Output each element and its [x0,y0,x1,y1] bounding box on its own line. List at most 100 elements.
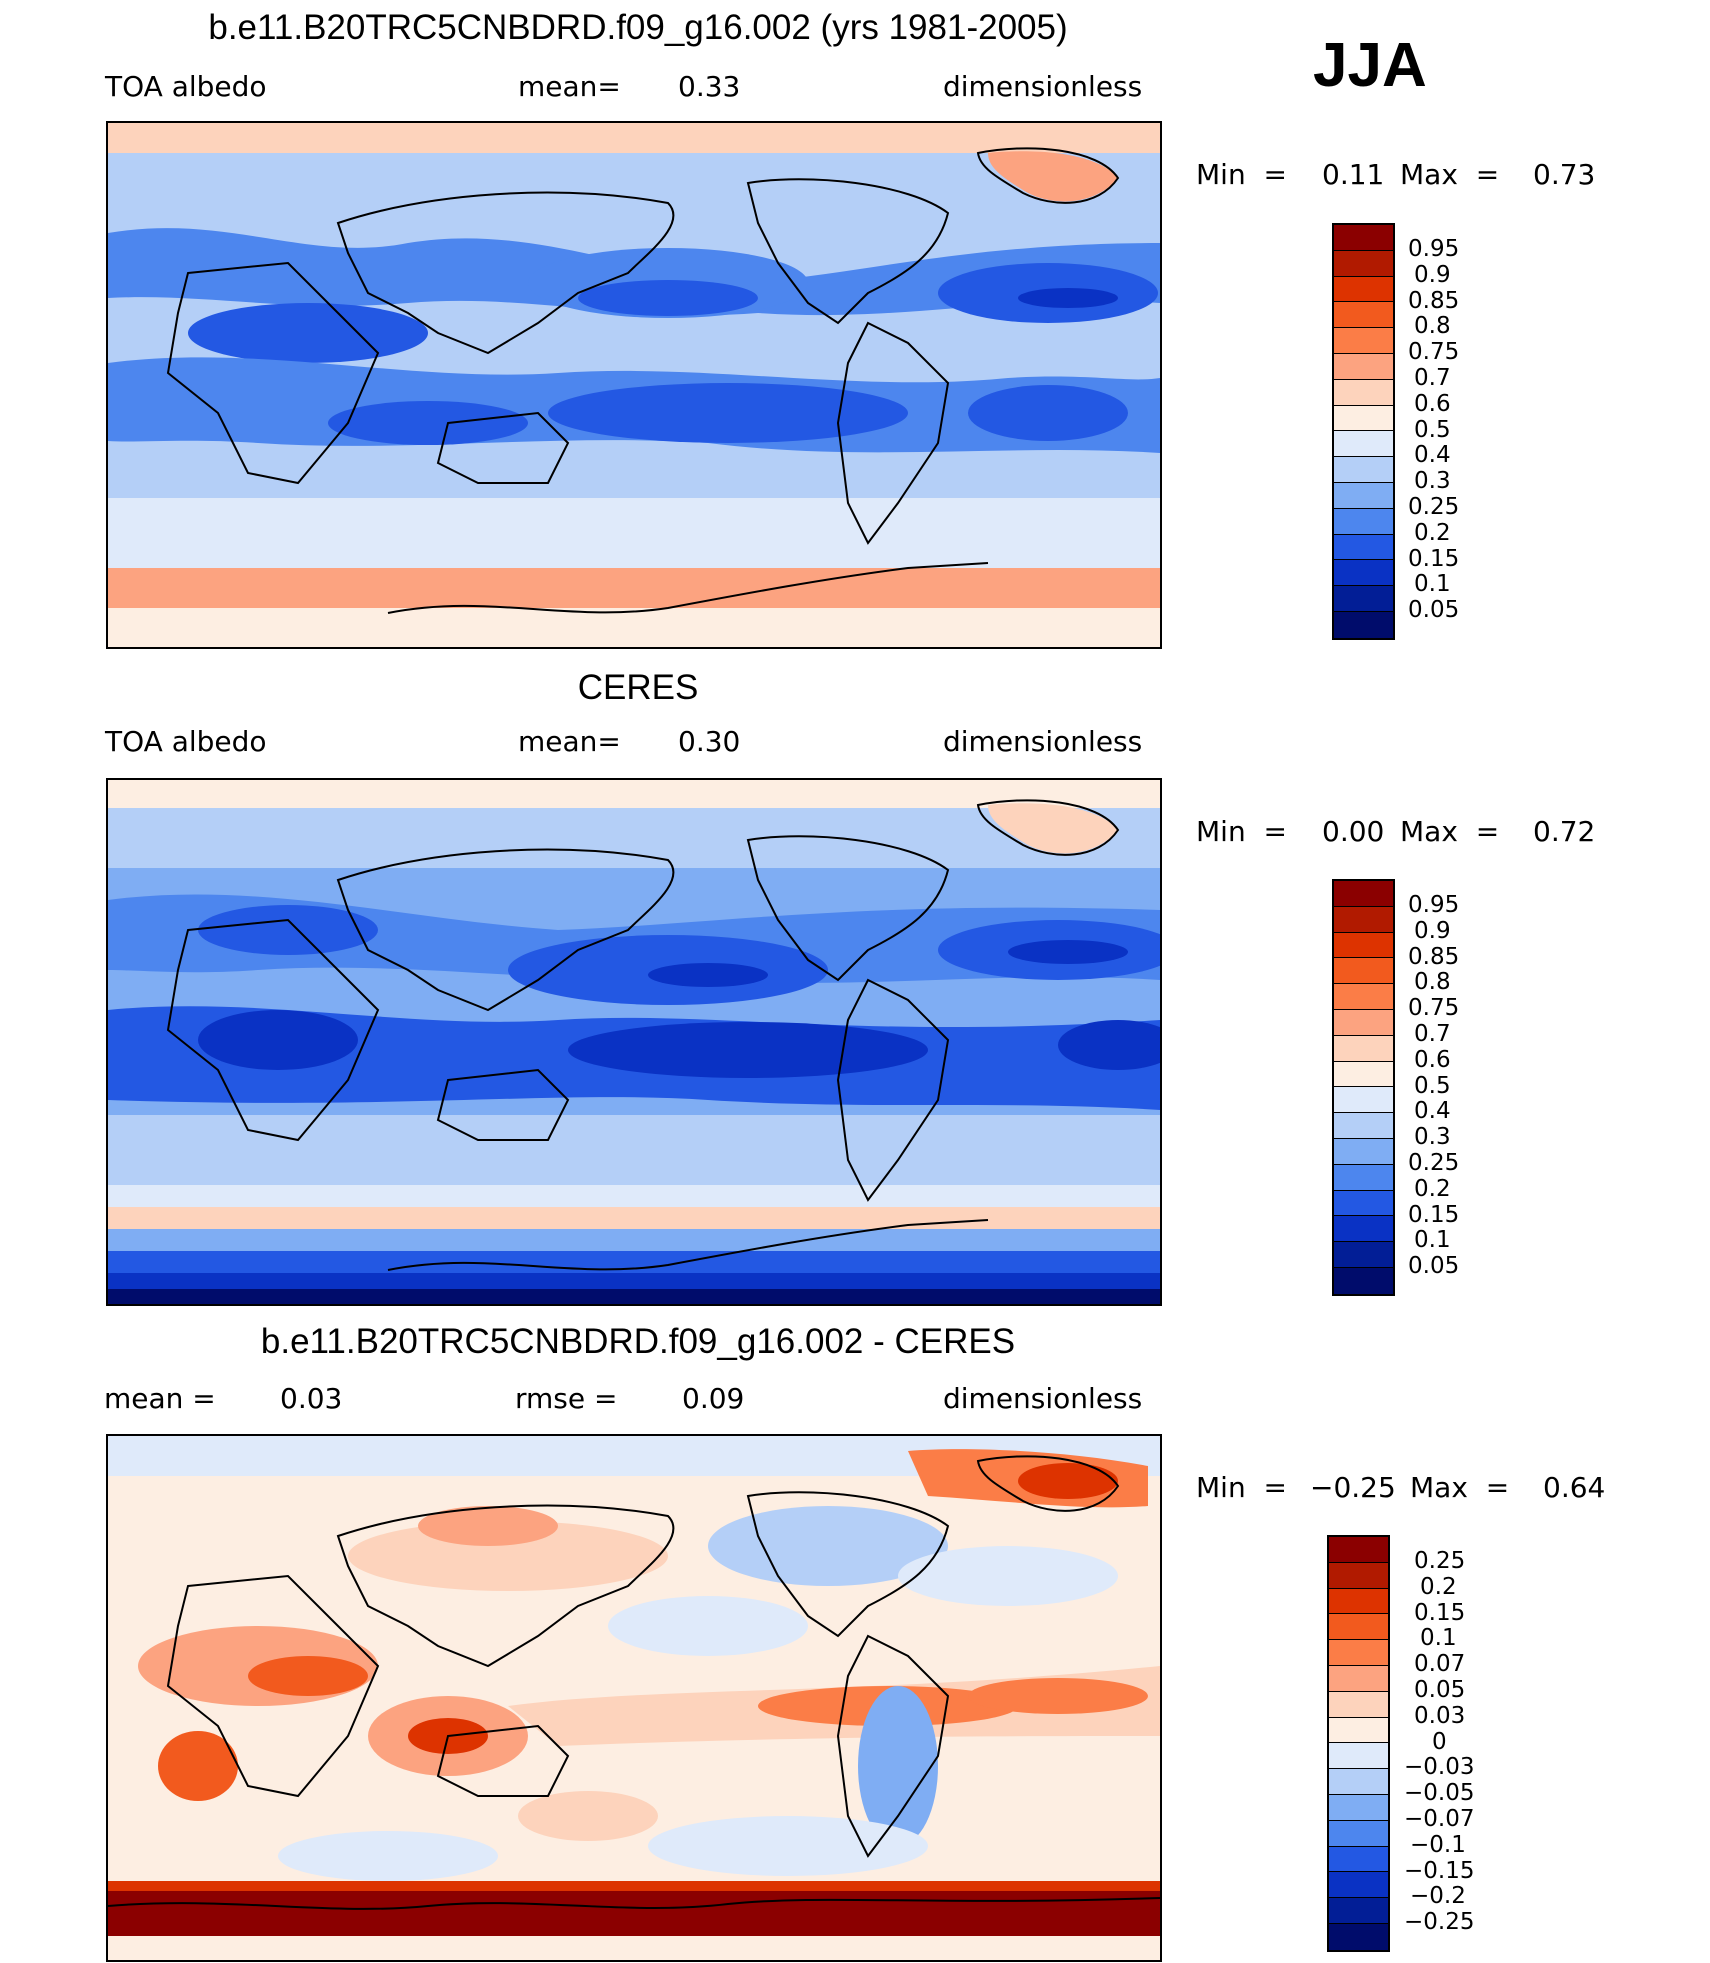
colorbar-label: 0.85 [1408,944,1460,970]
panel3-colorbar [1327,1535,1390,1952]
colorbar-swatch [1334,881,1393,907]
colorbar-label: 0.2 [1420,1574,1457,1600]
colorbar-swatch [1329,1691,1388,1718]
colorbar-swatch [1329,1794,1388,1821]
colorbar-label: 0.8 [1414,969,1451,995]
panel2-title: CERES [577,668,699,707]
colorbar-swatch [1334,1216,1393,1243]
colorbar-swatch [1329,1846,1388,1873]
colorbar-label: 0 [1432,1729,1447,1755]
colorbar-swatch [1334,276,1393,303]
panel3-title: b.e11.B20TRC5CNBDRD.f09_g16.002 - CERES [260,1322,1016,1361]
colorbar-label: 0.7 [1414,365,1451,391]
panel2-max-value: 0.72 [1533,815,1596,848]
colorbar-swatch [1329,1769,1388,1795]
panel3-rmse-value: 0.09 [682,1382,745,1415]
panel2-min-value: 0.00 [1322,815,1385,848]
colorbar-label: 0.2 [1414,520,1451,546]
panel3-max-value: 0.64 [1543,1471,1606,1504]
colorbar-label: 0.4 [1414,442,1451,468]
colorbar-swatch [1334,482,1393,509]
panel3-mean-key: mean = [104,1382,216,1415]
colorbar-swatch [1334,586,1393,612]
panel1-map-field [108,123,1160,647]
colorbar-label: 0.3 [1414,1124,1451,1150]
panel1-min-value: 0.11 [1322,158,1385,191]
colorbar-swatch [1334,560,1393,587]
colorbar-swatch [1329,1588,1388,1615]
panel2-units: dimensionless [943,725,1143,758]
colorbar-label: 0.85 [1408,288,1460,314]
panel1-max-value: 0.73 [1533,158,1596,191]
colorbar-swatch [1334,405,1393,432]
panel2-colorbar [1332,879,1395,1296]
colorbar-label: 0.03 [1414,1703,1466,1729]
colorbar-label: 0.15 [1408,1202,1460,1228]
colorbar-label: −0.07 [1404,1806,1475,1832]
colorbar-label: 0.7 [1414,1021,1451,1047]
colorbar-swatch [1334,302,1393,329]
colorbar-label: −0.2 [1410,1883,1466,1909]
colorbar-label: 0.2 [1414,1176,1451,1202]
colorbar-swatch [1329,1898,1388,1924]
colorbar-label: 0.15 [1408,546,1460,572]
panel3-rmse-key: rmse = [515,1382,618,1415]
colorbar-swatch [1334,984,1393,1010]
panel2-map-field [108,780,1160,1304]
panel2-mean-value: 0.30 [678,725,741,758]
colorbar-swatch [1334,1087,1393,1114]
colorbar-label: −0.03 [1404,1754,1475,1780]
colorbar-label: −0.15 [1404,1858,1475,1884]
panel2-max-label: Max = [1400,815,1500,848]
colorbar-swatch [1329,1743,1388,1770]
panel2-map [106,778,1162,1306]
colorbar-swatch [1334,1138,1393,1165]
colorbar-label: 0.95 [1408,892,1460,918]
colorbar-label: 0.1 [1414,571,1451,597]
panel1-map [106,121,1162,649]
panel3-min-value: −0.25 [1310,1471,1396,1504]
colorbar-swatch [1334,1164,1393,1191]
colorbar-swatch [1334,225,1393,251]
colorbar-swatch [1329,1665,1388,1692]
colorbar-label: −0.1 [1410,1832,1466,1858]
colorbar-label: 0.5 [1414,1073,1451,1099]
panel1-min-label: Min = [1196,158,1287,191]
colorbar-label: 0.4 [1414,1098,1451,1124]
panel1-mean-key: mean= [518,70,621,103]
colorbar-label: 0.75 [1408,339,1460,365]
panel3-min-label: Min = [1196,1471,1287,1504]
colorbar-label: 0.25 [1408,494,1460,520]
panel2-variable-label: TOA albedo [105,725,267,758]
colorbar-swatch [1334,1242,1393,1268]
colorbar-label: 0.75 [1408,995,1460,1021]
panel1-mean-value: 0.33 [678,70,741,103]
colorbar-swatch [1334,457,1393,483]
panel2-mean-key: mean= [518,725,621,758]
colorbar-swatch [1334,534,1393,561]
colorbar-swatch [1334,1035,1393,1062]
colorbar-swatch [1334,932,1393,959]
colorbar-swatch [1334,1113,1393,1139]
colorbar-label: 0.5 [1414,417,1451,443]
colorbar-label: 0.05 [1414,1677,1466,1703]
panel1-title: b.e11.B20TRC5CNBDRD.f09_g16.002 (yrs 198… [208,8,1068,47]
colorbar-label: 0.3 [1414,468,1451,494]
colorbar-label: 0.95 [1408,236,1460,262]
colorbar-swatch [1334,250,1393,277]
season-label: JJA [1313,31,1427,100]
colorbar-swatch [1334,611,1393,638]
colorbar-label: 0.1 [1420,1625,1457,1651]
panel3-mean-value: 0.03 [280,1382,343,1415]
colorbar-label: 0.9 [1414,262,1451,288]
colorbar-label: 0.6 [1414,391,1451,417]
colorbar-swatch [1334,1190,1393,1217]
colorbar-swatch [1329,1614,1388,1641]
colorbar-swatch [1334,1061,1393,1088]
colorbar-swatch [1329,1717,1388,1744]
colorbar-swatch [1334,906,1393,933]
colorbar-swatch [1329,1820,1388,1847]
colorbar-label: 0.8 [1414,313,1451,339]
colorbar-label: −0.25 [1404,1909,1475,1935]
panel1-variable-label: TOA albedo [105,70,267,103]
